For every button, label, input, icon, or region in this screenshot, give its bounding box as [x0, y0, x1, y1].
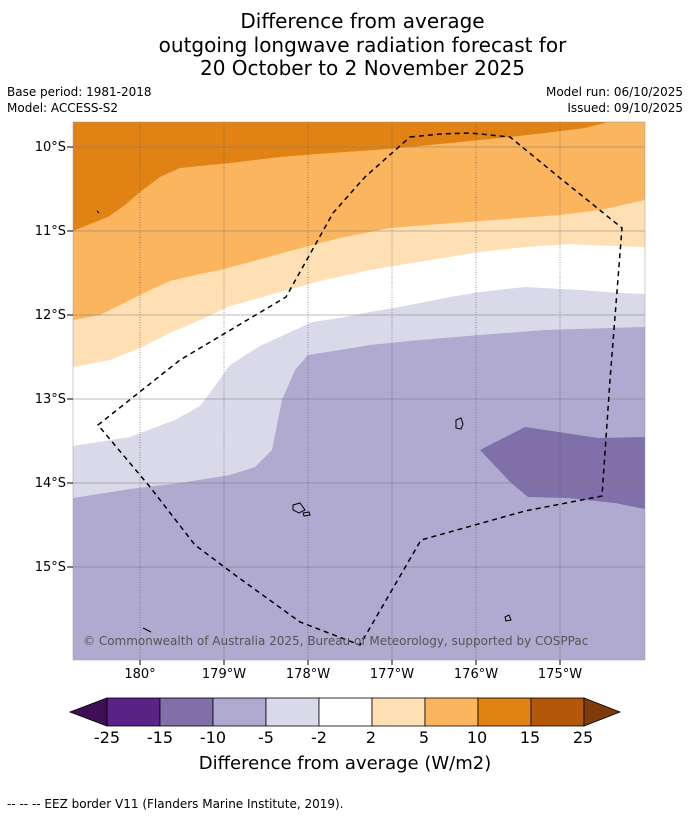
lat-label-13s: 13°S [35, 392, 66, 407]
anomaly-shading: © Commonwealth of Australia 2025, Bureau… [73, 122, 645, 660]
map-frame [72, 121, 646, 661]
island-4 [504, 614, 512, 622]
lon-label-176w: 176°W [454, 667, 498, 682]
lat-label-11s: 11°S [35, 224, 66, 239]
lon-label-175w: 175°W [538, 667, 582, 682]
lat-label-10s: 10°S [35, 140, 66, 155]
lat-label-14s: 14°S [35, 476, 66, 491]
colorbar-swatch-8 [477, 697, 532, 727]
island-3 [302, 511, 311, 517]
lat-label-15s: 15°S [35, 560, 66, 575]
colorbar-swatch-4 [265, 697, 320, 727]
cb-tick-minus-15: -15 [146, 728, 174, 747]
latitude-gridlines [73, 146, 645, 568]
model-name: Model: ACCESS-S2 [7, 101, 119, 115]
lon-label-177w: 177°W [370, 667, 414, 682]
longitude-gridlines [139, 122, 561, 660]
cb-tick-minus-5: -5 [258, 728, 274, 747]
colorbar-extend-low [68, 697, 108, 727]
colorbar-swatch-7 [424, 697, 479, 727]
colorbar-swatch-5 [318, 697, 373, 727]
cb-tick-15: 15 [519, 728, 541, 747]
cb-tick-minus-10: -10 [199, 728, 227, 747]
cb-tick-2: 2 [365, 728, 377, 747]
latitude-axis: 10°S 11°S 12°S 13°S 14°S 15°S [35, 140, 73, 575]
band-plus-10-to-plus-15 [73, 122, 608, 231]
colorbar-swatch-6 [371, 697, 426, 727]
island-6 [96, 210, 100, 214]
islands [96, 210, 512, 633]
island-5 [142, 627, 152, 633]
cb-tick-10: 10 [466, 728, 488, 747]
island-2 [292, 502, 306, 514]
issued-date: Issued: 09/10/2025 [567, 101, 683, 115]
colorbar-swatch-9 [530, 697, 585, 727]
cb-tick-minus-25: -25 [93, 728, 121, 747]
title-line-2: outgoing longwave radiation forecast for [158, 33, 567, 57]
title-line-1: Difference from average [240, 9, 485, 33]
eez-footnote: -- -- -- EEZ border V11 (Flanders Marine… [7, 797, 344, 811]
colorbar-swatch-3 [212, 697, 267, 727]
colorbar-swatch-2 [159, 697, 214, 727]
lon-label-180: 180° [124, 667, 155, 682]
island-1 [455, 417, 464, 430]
copyright-notice: © Commonwealth of Australia 2025, Bureau… [83, 634, 588, 648]
lon-label-178w: 178°W [286, 667, 330, 682]
colorbar [68, 697, 622, 727]
colorbar-swatch-1 [106, 697, 161, 727]
base-period: Base period: 1981-2018 [7, 85, 152, 99]
band-plus-5-to-plus-10 [73, 122, 645, 320]
cb-tick-25: 25 [572, 728, 594, 747]
cb-tick-minus-2: -2 [311, 728, 327, 747]
title-line-3: 20 October to 2 November 2025 [199, 56, 526, 80]
colorbar-extend-high [583, 697, 622, 727]
band-minus-15-to-minus-10 [480, 427, 645, 509]
lon-label-179w: 179°W [202, 667, 246, 682]
eez-border [96, 132, 623, 646]
longitude-axis: 180° 179°W 178°W 177°W 176°W 175°W [124, 660, 582, 682]
cb-tick-5: 5 [418, 728, 430, 747]
colorbar-label: Difference from average (W/m2) [198, 753, 492, 774]
model-run: Model run: 06/10/2025 [545, 85, 683, 99]
lat-label-12s: 12°S [35, 308, 66, 323]
